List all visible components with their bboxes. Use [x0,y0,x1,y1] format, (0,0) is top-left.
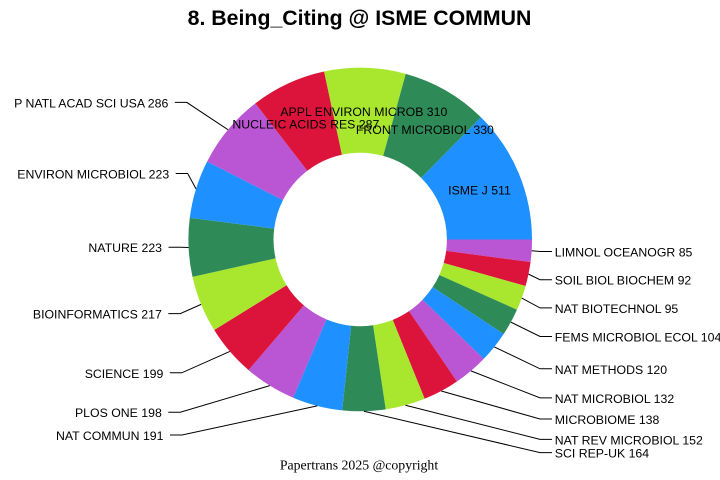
svg-text:NAT COMMUN 191: NAT COMMUN 191 [56,429,164,443]
svg-text:8. Being_Citing @ ISME COMMUN: 8. Being_Citing @ ISME COMMUN [188,6,532,30]
svg-text:NAT METHODS 120: NAT METHODS 120 [555,363,667,377]
svg-text:APPL ENVIRON MICROB 310: APPL ENVIRON MICROB 310 [280,105,447,119]
svg-text:FRONT MICROBIOL 330: FRONT MICROBIOL 330 [356,123,494,137]
svg-text:ENVIRON MICROBIOL 223: ENVIRON MICROBIOL 223 [17,168,169,182]
svg-text:SCI REP-UK 164: SCI REP-UK 164 [555,447,649,461]
svg-text:Papertrans 2025 @copyright: Papertrans 2025 @copyright [280,458,438,473]
svg-text:P NATL ACAD SCI USA 286: P NATL ACAD SCI USA 286 [14,96,168,110]
svg-text:SOIL BIOL BIOCHEM 92: SOIL BIOL BIOCHEM 92 [555,274,692,288]
svg-text:NAT MICROBIOL 132: NAT MICROBIOL 132 [555,392,675,406]
svg-text:BIOINFORMATICS 217: BIOINFORMATICS 217 [33,308,162,322]
svg-text:NATURE 223: NATURE 223 [88,241,162,255]
svg-text:SCIENCE 199: SCIENCE 199 [85,367,164,381]
svg-text:PLOS ONE 198: PLOS ONE 198 [75,406,162,420]
svg-text:MICROBIOME 138: MICROBIOME 138 [555,413,660,427]
svg-text:FEMS MICROBIOL ECOL 104: FEMS MICROBIOL ECOL 104 [555,331,720,345]
svg-text:NAT REV MICROBIOL 152: NAT REV MICROBIOL 152 [555,433,703,447]
svg-text:NAT BIOTECHNOL 95: NAT BIOTECHNOL 95 [555,302,679,316]
svg-text:NUCLEIC ACIDS RES 287: NUCLEIC ACIDS RES 287 [232,118,379,132]
svg-text:LIMNOL OCEANOGR 85: LIMNOL OCEANOGR 85 [555,246,693,260]
svg-text:ISME J 511: ISME J 511 [448,183,511,197]
